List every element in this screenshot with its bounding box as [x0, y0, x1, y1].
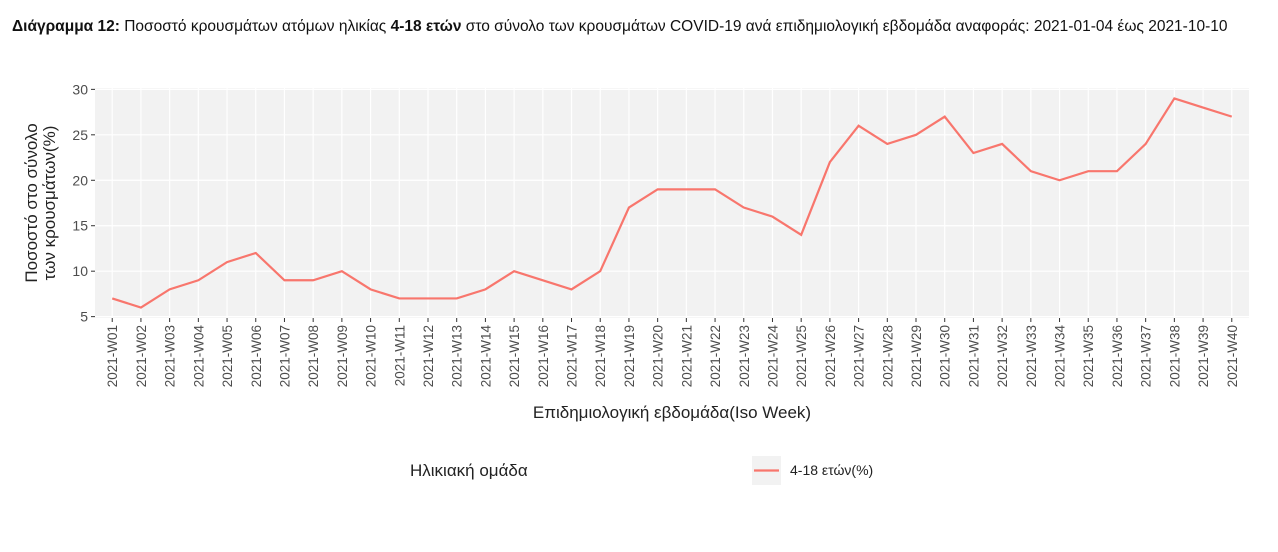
- x-tick-label: 2021-W24: [765, 325, 780, 388]
- caption-text: Διάγραμμα 12:: [12, 18, 120, 35]
- x-tick-label: 2021-W03: [163, 325, 178, 387]
- caption-text: στο σύνολο των κρουσμάτων COVID-19 ανά ε…: [461, 18, 1228, 35]
- x-tick-label: 2021-W32: [995, 325, 1010, 387]
- x-tick-label: 2021-W34: [1053, 325, 1068, 388]
- caption-text: 4-18 ετών: [390, 18, 462, 35]
- x-tick-label: 2021-W15: [507, 325, 522, 387]
- x-tick-label: 2021-W29: [909, 325, 924, 387]
- x-axis-title: Επιδημιολογική εβδομάδα(Iso Week): [533, 403, 811, 422]
- x-tick-label: 2021-W10: [364, 325, 379, 387]
- y-axis-title: των κρουσμάτων(%): [40, 126, 59, 281]
- y-tick-label: 30: [72, 81, 88, 97]
- x-tick-label: 2021-W14: [478, 325, 493, 388]
- x-tick-label: 2021-W23: [737, 325, 752, 387]
- data-line: [111, 97, 1233, 309]
- y-tick-label: 15: [72, 218, 88, 234]
- x-tick-label: 2021-W22: [708, 325, 723, 387]
- x-tick-label: 2021-W33: [1024, 325, 1039, 387]
- caption: Διάγραμμα 12: Ποσοστό κρουσμάτων ατόμων …: [12, 12, 1264, 42]
- x-tick-label: 2021-W18: [593, 325, 608, 387]
- x-tick-label: 2021-W06: [249, 325, 264, 387]
- x-tick-label: 2021-W28: [880, 325, 895, 387]
- x-tick-label: 2021-W37: [1139, 325, 1154, 387]
- y-tick-label: 25: [72, 127, 88, 143]
- x-tick-label: 2021-W39: [1196, 325, 1211, 387]
- x-tick-label: 2021-W07: [277, 325, 292, 387]
- x-tick-label: 2021-W11: [392, 325, 407, 386]
- x-tick-label: 2021-W21: [679, 325, 694, 387]
- x-tick-label: 2021-W12: [421, 325, 436, 387]
- x-tick-label: 2021-W09: [335, 325, 350, 387]
- x-tick-label: 2021-W04: [191, 325, 206, 388]
- y-axis-title: Ποσοστό στο σύνολο: [22, 123, 41, 282]
- x-tick-label: 2021-W26: [823, 325, 838, 387]
- x-tick-label: 2021-W36: [1110, 325, 1125, 387]
- y-tick-label: 5: [80, 309, 88, 325]
- x-tick-label: 2021-W40: [1225, 325, 1240, 387]
- y-tick-label: 10: [72, 263, 88, 279]
- x-tick-label: 2021-W30: [938, 325, 953, 387]
- x-tick-label: 2021-W19: [622, 325, 637, 387]
- x-tick-label: 2021-W25: [794, 325, 809, 387]
- x-tick-label: 2021-W02: [134, 325, 149, 387]
- plot-panel: [95, 88, 1249, 318]
- legend-title: Ηλικιακή ομάδα: [410, 461, 528, 480]
- x-tick-label: 2021-W01: [105, 325, 120, 387]
- x-tick-label: 2021-W20: [651, 325, 666, 387]
- x-tick-label: 2021-W16: [536, 325, 551, 387]
- caption-text: Ποσοστό κρουσμάτων ατόμων ηλικίας: [119, 18, 391, 35]
- legend-label: 4-18 ετών(%): [790, 462, 873, 478]
- x-tick-label: 2021-W27: [852, 325, 867, 387]
- y-tick-label: 20: [72, 172, 88, 188]
- x-tick-label: 2021-W35: [1081, 325, 1096, 387]
- x-tick-label: 2021-W13: [450, 325, 465, 387]
- x-tick-label: 2021-W31: [966, 325, 981, 387]
- x-tick-label: 2021-W08: [306, 325, 321, 387]
- x-tick-label: 2021-W05: [220, 325, 235, 387]
- x-tick-label: 2021-W38: [1167, 325, 1182, 387]
- x-tick-label: 2021-W17: [565, 325, 580, 387]
